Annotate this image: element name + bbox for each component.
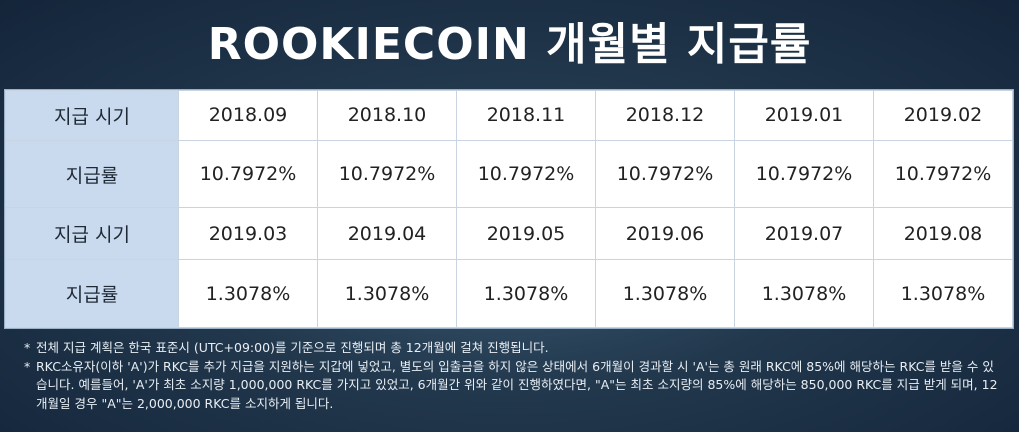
rate-cell: 10.7972% — [317, 139, 457, 209]
footnote: * RKC소유자(이하 'A')가 RKC를 추가 지급을 지원하는 지갑에 넣… — [24, 358, 999, 414]
period-cell: 2019.04 — [317, 207, 457, 261]
rate-row-header: 지급률 — [5, 139, 179, 209]
period-cell: 2019.08 — [873, 207, 1013, 261]
footnotes: * 전체 지급 계획은 한국 표준시 (UTC+09:00)를 기준으로 진행되… — [24, 339, 999, 413]
rate-cell: 10.7972% — [595, 139, 735, 209]
period-row-1: 지급 시기 2018.09 2018.10 2018.11 2018.12 20… — [5, 90, 1013, 141]
footnote-text: 전체 지급 계획은 한국 표준시 (UTC+09:00)를 기준으로 진행되며 … — [36, 340, 549, 355]
rate-row-header: 지급률 — [5, 259, 179, 328]
rate-cell: 1.3078% — [873, 259, 1013, 328]
period-cell: 2019.07 — [734, 207, 874, 261]
period-cell: 2019.02 — [873, 90, 1013, 141]
period-cell: 2019.03 — [178, 207, 318, 261]
period-cell: 2019.01 — [734, 90, 874, 141]
period-row-header: 지급 시기 — [5, 207, 179, 261]
period-cell: 2019.05 — [456, 207, 596, 261]
footnote-text: RKC소유자(이하 'A')가 RKC를 추가 지급을 지원하는 지갑에 넣었고… — [36, 358, 998, 411]
period-cell: 2018.11 — [456, 90, 596, 141]
rate-cell: 10.7972% — [178, 139, 318, 209]
payout-rate-table: 지급 시기 2018.09 2018.10 2018.11 2018.12 20… — [4, 89, 1014, 329]
rate-cell: 1.3078% — [734, 259, 874, 328]
footnote-marker: * — [24, 358, 31, 374]
rate-cell: 1.3078% — [595, 259, 735, 328]
period-row-header: 지급 시기 — [5, 90, 179, 141]
rate-cell: 1.3078% — [456, 259, 596, 328]
rate-cell: 1.3078% — [317, 259, 457, 328]
period-cell: 2018.12 — [595, 90, 735, 141]
period-cell: 2019.06 — [595, 207, 735, 261]
footnote: * 전체 지급 계획은 한국 표준시 (UTC+09:00)를 기준으로 진행되… — [24, 339, 999, 358]
period-row-2: 지급 시기 2019.03 2019.04 2019.05 2019.06 20… — [5, 207, 1013, 261]
rate-row-2: 지급률 1.3078% 1.3078% 1.3078% 1.3078% 1.30… — [5, 259, 1013, 328]
rate-row-1: 지급률 10.7972% 10.7972% 10.7972% 10.7972% … — [5, 139, 1013, 209]
period-cell: 2018.09 — [178, 90, 318, 141]
page-title: ROOKIECOIN 개월별 지급률 — [207, 19, 812, 70]
rate-cell: 10.7972% — [873, 139, 1013, 209]
period-cell: 2018.10 — [317, 90, 457, 141]
rate-cell: 10.7972% — [456, 139, 596, 209]
footnote-marker: * — [24, 340, 31, 355]
rate-cell: 10.7972% — [734, 139, 874, 209]
rate-cell: 1.3078% — [178, 259, 318, 328]
